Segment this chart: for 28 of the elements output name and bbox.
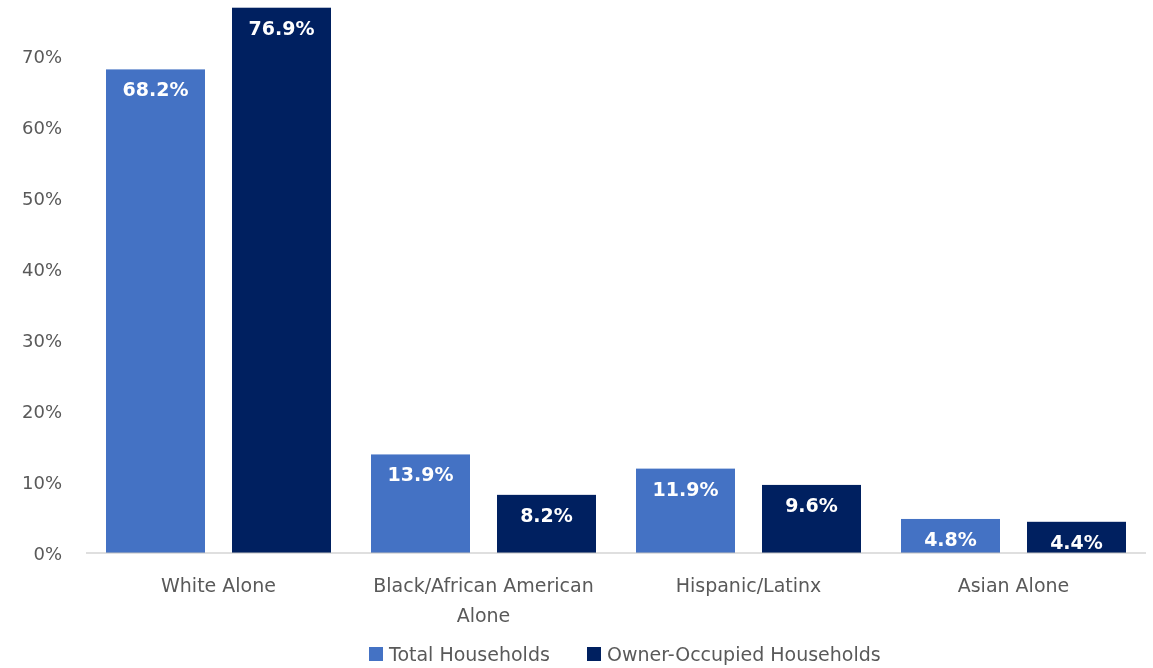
y-tick-label: 70% — [21, 46, 62, 68]
bar — [106, 69, 205, 553]
x-tick-label: White Alone — [161, 574, 276, 596]
text: 8.2% — [520, 503, 573, 526]
bar — [232, 7, 331, 553]
bar — [762, 484, 861, 553]
y-tick-label: 30% — [21, 329, 62, 351]
text: 13.9% — [387, 463, 454, 486]
y-tick-label: 10% — [21, 471, 62, 493]
text: 68.2% — [122, 78, 189, 101]
text: 76.9% — [248, 16, 315, 39]
legend-label: Total Households — [388, 642, 550, 665]
bar — [497, 494, 596, 553]
bar — [371, 454, 470, 553]
x-tick-label: Black/African American Alone — [373, 574, 594, 626]
bar — [636, 468, 735, 553]
text: 4.4% — [1050, 530, 1103, 553]
x-tick-label: Hispanic/Latinx — [675, 574, 822, 596]
y-tick-label: 40% — [21, 258, 62, 280]
y-tick-label: 0% — [33, 542, 62, 564]
legend-label: Owner-Occupied Households — [607, 642, 881, 665]
text: 9.6% — [785, 493, 838, 516]
y-tick-label: 50% — [21, 187, 62, 209]
y-tick-label: 20% — [21, 400, 62, 422]
text: 11.9% — [652, 477, 719, 500]
y-tick-label: 60% — [21, 117, 62, 139]
text: 4.8% — [924, 527, 977, 550]
x-tick-label: Asian Alone — [957, 574, 1070, 596]
